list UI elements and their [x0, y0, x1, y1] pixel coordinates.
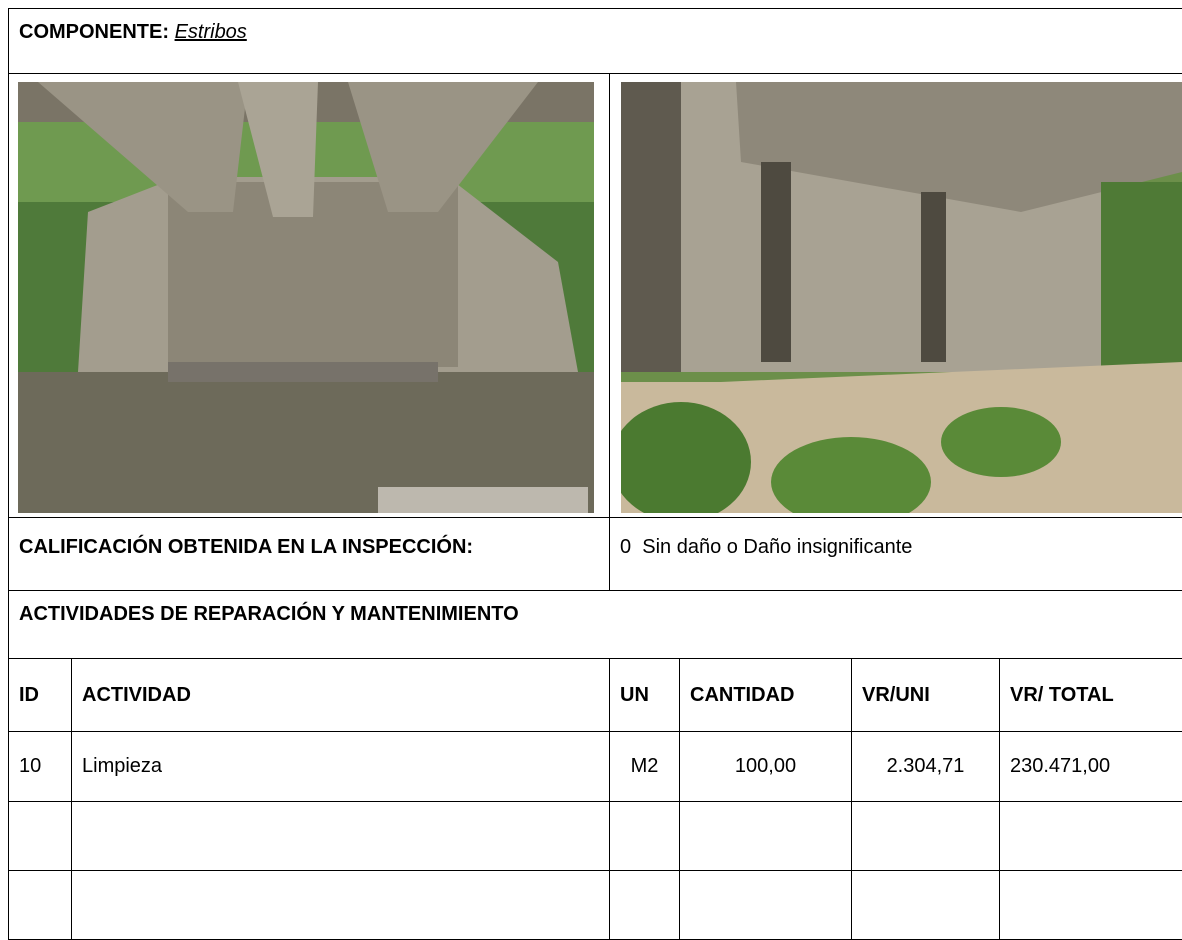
table-cell-text: 100,00 — [734, 755, 797, 777]
component-label: COMPONENTE: — [19, 21, 169, 43]
table-cell — [851, 801, 1000, 871]
header-cell-text: ACTIVIDAD — [82, 683, 191, 706]
table-cell — [679, 801, 852, 871]
table-cell-text: Limpieza — [82, 755, 163, 777]
rating-label-cell: CALIFICACIÓN OBTENIDA EN LA INSPECCIÓN: — [8, 517, 610, 591]
header-cell-text: UN — [620, 683, 649, 706]
table-cell-text: 2.304,71 — [886, 755, 965, 777]
table-cell — [609, 870, 680, 940]
rating-label: CALIFICACIÓN OBTENIDA EN LA INSPECCIÓN: — [19, 536, 474, 558]
table-cell: 2.304,71 — [851, 731, 1000, 802]
table-cell: Limpieza — [71, 731, 610, 802]
header-cell: VR/UNI — [851, 658, 1000, 732]
rating-value: 0 Sin daño o Daño insignificante — [620, 536, 913, 558]
photo-right — [621, 82, 1182, 513]
table-cell — [71, 801, 610, 871]
photo-left — [18, 82, 594, 513]
header-cell-text: VR/ TOTAL — [1010, 683, 1114, 706]
table-cell: 10 — [8, 731, 72, 802]
table-cell — [8, 870, 72, 940]
table-cell — [71, 870, 610, 940]
table-cell — [8, 801, 72, 871]
rating-value-cell: 0 Sin daño o Daño insignificante — [609, 517, 1182, 591]
table-cell — [679, 870, 852, 940]
table-cell-text: M2 — [630, 755, 659, 777]
table-cell: 100,00 — [679, 731, 852, 802]
table-cell-text: 10 — [19, 755, 42, 777]
table-cell — [999, 870, 1182, 940]
header-cell-text: CANTIDAD — [690, 683, 795, 706]
header-cell: ID — [8, 658, 72, 732]
table-cell: M2 — [609, 731, 680, 802]
table-cell — [609, 801, 680, 871]
table-cell-text: 230.471,00 — [1010, 755, 1111, 777]
header-cell: CANTIDAD — [679, 658, 852, 732]
header-cell-text: VR/UNI — [862, 683, 930, 706]
header-cell-text: ID — [19, 683, 39, 706]
header-cell: UN — [609, 658, 680, 732]
header-cell: ACTIVIDAD — [71, 658, 610, 732]
table-cell — [851, 870, 1000, 940]
header-cell: VR/ TOTAL — [999, 658, 1182, 732]
component-row: COMPONENTE: Estribos — [8, 8, 1182, 74]
activities-title-cell: ACTIVIDADES DE REPARACIÓN Y MANTENIMIENT… — [8, 590, 1182, 659]
component-value: Estribos — [174, 21, 247, 43]
table-cell — [999, 801, 1182, 871]
table-cell: 230.471,00 — [999, 731, 1182, 802]
activities-title: ACTIVIDADES DE REPARACIÓN Y MANTENIMIENT… — [19, 603, 519, 625]
